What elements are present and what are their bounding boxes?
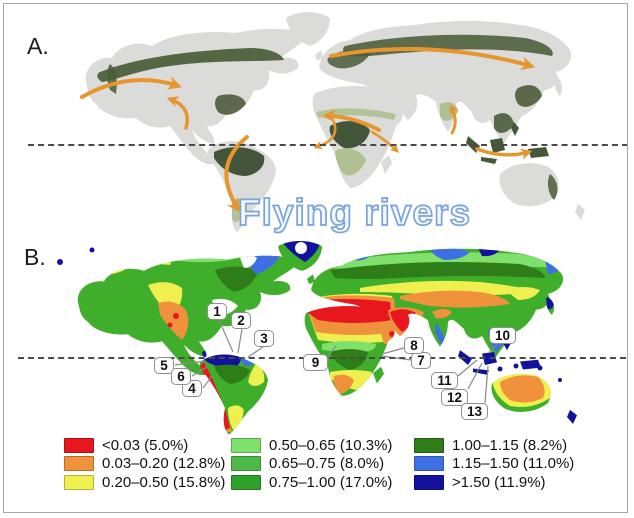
legend-item: 0.03–0.20 (12.8%) [64,455,225,474]
legend-item: 1.00–1.15 (8.2%) [414,436,574,455]
legend-item: 1.15–1.50 (11.0%) [414,455,574,474]
region-marker-11: 11 [431,372,458,389]
region-marker-8: 8 [404,337,424,354]
region-marker-1: 1 [207,303,227,320]
equator-line-panel-a [28,144,628,146]
flying-rivers-caption: Flying rivers [237,191,472,234]
legend-label: 0.75–1.00 (17.0%) [269,473,393,491]
flying-river-arrows [80,46,535,213]
region-marker-6: 6 [171,368,191,385]
legend-swatch [414,437,444,453]
region-marker-2: 2 [231,312,251,329]
legend-swatch [64,474,94,490]
legend-label: 0.03–0.20 (12.8%) [102,455,226,473]
arrow-gulf-to-us [166,96,189,130]
panel-a-label: A. [27,33,49,59]
legend-swatch [64,456,94,472]
arrow-africa-westward [321,109,381,132]
region-marker-5: 5 [154,357,174,374]
legend-swatch [414,474,444,490]
region-marker-12: 12 [441,389,468,406]
arrow-south-america [224,135,249,213]
region-marker-9: 9 [303,354,328,371]
legend-label: 1.00–1.15 (8.2%) [452,436,568,454]
legend-label: 0.50–0.65 (10.3%) [269,436,393,454]
legend-swatch [231,474,261,490]
arrow-indonesia [475,147,533,160]
arrow-horn-of-africa [370,130,399,153]
region-marker-7: 7 [411,352,431,369]
legend-swatch [414,456,444,472]
legend-label: 0.65–0.75 (8.0%) [269,455,385,473]
legend-item: <0.03 (5.0%) [64,436,225,455]
region-marker-10: 10 [489,327,516,344]
legend-item: 0.20–0.50 (15.8%) [64,473,225,492]
legend-label: 1.15–1.50 (11.0%) [452,455,575,473]
panel-b-label: B. [24,244,46,270]
legend: <0.03 (5.0%) 0.03–0.20 (12.8%) 0.20–0.50… [0,436,634,506]
arrow-eurasia [329,46,535,71]
panel-b-sea-islands [57,247,562,382]
legend-swatch [64,437,94,453]
arrow-north-america [80,76,182,99]
legend-item: 0.75–1.00 (17.0%) [231,473,392,492]
legend-item: >1.50 (11.9%) [414,473,574,492]
legend-label: >1.50 (11.9%) [452,473,546,491]
legend-swatch [231,437,261,453]
legend-label: 0.20–0.50 (15.8%) [102,473,226,491]
legend-item: 0.50–0.65 (10.3%) [231,436,392,455]
marker-leader-lines [174,319,498,404]
arrow-india [449,104,459,135]
panel-a-map [80,12,585,232]
region-marker-3: 3 [254,330,274,347]
legend-label: <0.03 (5.0%) [102,436,189,454]
region-marker-13: 13 [461,403,488,420]
legend-swatch [231,456,261,472]
legend-item: 0.65–0.75 (8.0%) [231,455,392,474]
